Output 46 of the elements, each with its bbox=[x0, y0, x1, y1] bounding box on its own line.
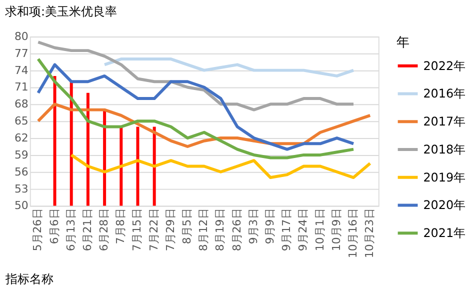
x-tick-label: 7月15日 bbox=[130, 208, 144, 252]
y-tick-label: 50 bbox=[14, 199, 28, 212]
x-tick-label: 9月9日 bbox=[264, 208, 277, 244]
x-tick-label: 8月12日 bbox=[197, 208, 210, 252]
legend-label: 2017年 bbox=[423, 114, 466, 129]
x-tick-label: 8月19日 bbox=[214, 208, 227, 252]
x-tick-label: 10月9日 bbox=[330, 208, 343, 252]
y-tick-label: 65 bbox=[14, 114, 28, 128]
y-tick-label: 53 bbox=[14, 182, 28, 196]
x-tick-label: 5月26日 bbox=[31, 208, 44, 252]
x-axis-title: 指标名称 bbox=[4, 272, 54, 286]
line-series bbox=[36, 102, 372, 148]
line-series bbox=[103, 58, 355, 78]
x-tick-label: 7月22日 bbox=[147, 208, 160, 252]
x-tick-label: 10月23日 bbox=[363, 208, 376, 258]
y-tick-label: 77 bbox=[14, 46, 28, 60]
x-tick-label: 9月3日 bbox=[246, 208, 260, 244]
x-tick-label: 7月8日 bbox=[114, 208, 128, 244]
y-tick-label: 56 bbox=[14, 165, 28, 178]
chart-title: 求和项:美玉米优良率 bbox=[4, 4, 118, 19]
x-tick-label: 9月24日 bbox=[296, 208, 310, 252]
x-tick-label: 10月16日 bbox=[346, 208, 360, 258]
y-tick-label: 80 bbox=[14, 30, 28, 43]
x-tick-label: 6月28日 bbox=[98, 208, 111, 252]
x-tick-label: 8月5日 bbox=[180, 208, 194, 244]
x-tick-label: 7月29日 bbox=[164, 208, 177, 252]
y-tick-label: 59 bbox=[14, 148, 28, 162]
legend-label: 2021年 bbox=[423, 226, 466, 240]
x-tick-label: 9月17日 bbox=[280, 208, 294, 252]
x-tick-label: 8月26日 bbox=[230, 208, 244, 252]
y-tick-label: 71 bbox=[14, 80, 28, 94]
y-tick-label: 62 bbox=[14, 132, 28, 145]
legend-title: 年 bbox=[396, 35, 410, 50]
line-series bbox=[36, 40, 355, 112]
legend-label: 2022年 bbox=[423, 58, 466, 73]
legend-label: 2020年 bbox=[423, 198, 466, 212]
x-tick-label: 6月6日 bbox=[48, 208, 61, 244]
legend-label: 2018年 bbox=[423, 142, 466, 156]
line-series bbox=[70, 153, 372, 180]
x-tick-label: 6月13日 bbox=[64, 208, 78, 252]
legend-label: 2016年 bbox=[423, 86, 466, 101]
legend-label: 2019年 bbox=[423, 170, 466, 184]
y-tick-label: 74 bbox=[14, 64, 28, 77]
x-tick-label: 10月1日 bbox=[313, 208, 326, 252]
x-tick-label: 6月21日 bbox=[80, 208, 94, 252]
y-tick-label: 68 bbox=[14, 98, 28, 111]
